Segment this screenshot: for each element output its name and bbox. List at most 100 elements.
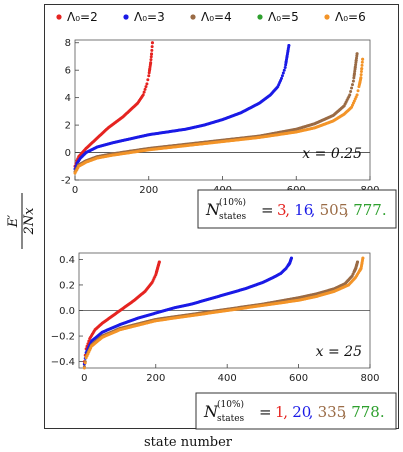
nstates-separator: , bbox=[285, 201, 290, 219]
nstates-value: 335 bbox=[318, 403, 347, 421]
nstates-separator: , bbox=[283, 403, 288, 421]
data-point bbox=[360, 63, 364, 67]
legend: Λ₀=2 Λ₀=3 Λ₀=4 Λ₀=5 Λ₀=6 bbox=[56, 10, 366, 24]
nstates-value: 16 bbox=[294, 201, 313, 219]
data-point bbox=[354, 61, 358, 65]
y-tick-label: 2 bbox=[65, 121, 71, 132]
panel-annotation: x = 25 bbox=[316, 344, 362, 360]
data-point bbox=[150, 52, 154, 56]
nstates-separator: , bbox=[309, 403, 314, 421]
nstates-symbol: N bbox=[203, 402, 219, 421]
data-point bbox=[282, 68, 286, 72]
nstates-box-frame bbox=[197, 189, 397, 229]
legend-label: Λ₀=4 bbox=[201, 10, 232, 24]
data-point bbox=[352, 74, 356, 78]
series-Λ₀=2 bbox=[73, 41, 154, 168]
nstates-box-top: N (10%)states = 3, 16, 505, 777. bbox=[197, 189, 397, 229]
data-point bbox=[82, 366, 86, 370]
legend-label: Λ₀=6 bbox=[335, 10, 366, 24]
legend-label: Λ₀=2 bbox=[67, 10, 98, 24]
nstates-separator: , bbox=[342, 403, 347, 421]
data-point bbox=[353, 67, 357, 71]
x-tick-label: 0 bbox=[81, 373, 87, 384]
data-point bbox=[355, 56, 358, 60]
x-axis-label: state number bbox=[144, 435, 233, 450]
data-point bbox=[87, 339, 91, 343]
legend-marker bbox=[190, 14, 196, 20]
data-point bbox=[83, 361, 87, 365]
data-point bbox=[147, 74, 151, 78]
data-point bbox=[359, 70, 363, 74]
data-point bbox=[286, 263, 290, 267]
data-point bbox=[280, 74, 284, 78]
nstates-equals: = bbox=[261, 201, 274, 219]
data-point bbox=[354, 63, 358, 67]
data-point bbox=[144, 85, 148, 89]
nstates-symbol: N bbox=[205, 200, 221, 219]
data-point bbox=[280, 76, 283, 80]
nstates-superscript: (10%) bbox=[217, 399, 244, 410]
data-point bbox=[351, 79, 355, 83]
y-tick-label: 0.2 bbox=[59, 280, 75, 291]
nstates-subscript: states bbox=[217, 414, 245, 424]
y-tick-label: 4 bbox=[65, 93, 71, 104]
x-tick-label: 800 bbox=[360, 373, 379, 384]
nstates-superscript: (10%) bbox=[219, 197, 246, 208]
data-point bbox=[141, 93, 145, 97]
data-point bbox=[147, 71, 151, 75]
y-axis-label: E′ 2Nx bbox=[6, 193, 37, 249]
nstates-separator: , bbox=[311, 201, 316, 219]
nstates-value: 505 bbox=[320, 201, 349, 219]
data-point bbox=[143, 87, 147, 91]
y-tick-label: −0.4 bbox=[51, 357, 75, 368]
nstates-separator: , bbox=[344, 201, 349, 219]
nstates-box-frame bbox=[195, 392, 397, 430]
data-point bbox=[284, 63, 288, 67]
series-Λ₀=6 bbox=[82, 256, 365, 370]
series-Λ₀=3 bbox=[73, 43, 291, 171]
data-point bbox=[352, 269, 356, 273]
series-Λ₀=6 bbox=[73, 57, 365, 175]
data-point bbox=[359, 73, 363, 77]
data-point bbox=[150, 45, 154, 49]
data-point bbox=[145, 82, 149, 86]
legend-marker bbox=[257, 14, 263, 20]
data-point bbox=[355, 93, 359, 97]
nstates-value: 3 bbox=[277, 201, 287, 219]
y-tick-label: 0 bbox=[65, 148, 71, 159]
nstates-equals: = bbox=[259, 403, 272, 421]
chart-bottom: 0 200 400 600 800 −0.4 −0.2 0.0 0.2 0.4 x = 25 bbox=[51, 252, 380, 384]
data-point bbox=[355, 54, 359, 58]
nstates-subscript: states bbox=[219, 212, 247, 222]
data-point bbox=[356, 89, 360, 93]
data-point bbox=[355, 52, 359, 56]
series-Λ₀=3 bbox=[82, 256, 293, 366]
series-Λ₀=2 bbox=[82, 260, 161, 364]
x-tick-label: 600 bbox=[289, 373, 308, 384]
data-point bbox=[350, 86, 354, 90]
data-point bbox=[352, 76, 356, 80]
data-point bbox=[350, 83, 354, 87]
data-point bbox=[361, 57, 365, 61]
data-point bbox=[348, 93, 352, 97]
y-tick-label: -2 bbox=[61, 176, 71, 187]
data-point bbox=[142, 90, 146, 94]
y-label-numerator: E′ bbox=[6, 215, 21, 228]
y-tick-label: 8 bbox=[65, 38, 71, 49]
x-tick-label: 200 bbox=[139, 185, 158, 196]
data-point bbox=[150, 41, 154, 45]
data-point bbox=[149, 55, 153, 59]
legend-marker bbox=[324, 14, 330, 20]
legend-marker bbox=[123, 14, 129, 20]
nstates-box-bottom: N (10%)states = 1, 20, 335, 778. bbox=[195, 392, 397, 430]
data-point bbox=[353, 69, 357, 73]
data-point bbox=[154, 271, 158, 275]
data-point bbox=[360, 60, 364, 64]
nstates-value: 20 bbox=[292, 403, 311, 421]
data-point bbox=[149, 58, 153, 62]
data-point bbox=[281, 71, 285, 75]
data-point bbox=[283, 65, 287, 69]
data-point bbox=[146, 78, 150, 82]
y-tick-label: 6 bbox=[65, 66, 71, 77]
